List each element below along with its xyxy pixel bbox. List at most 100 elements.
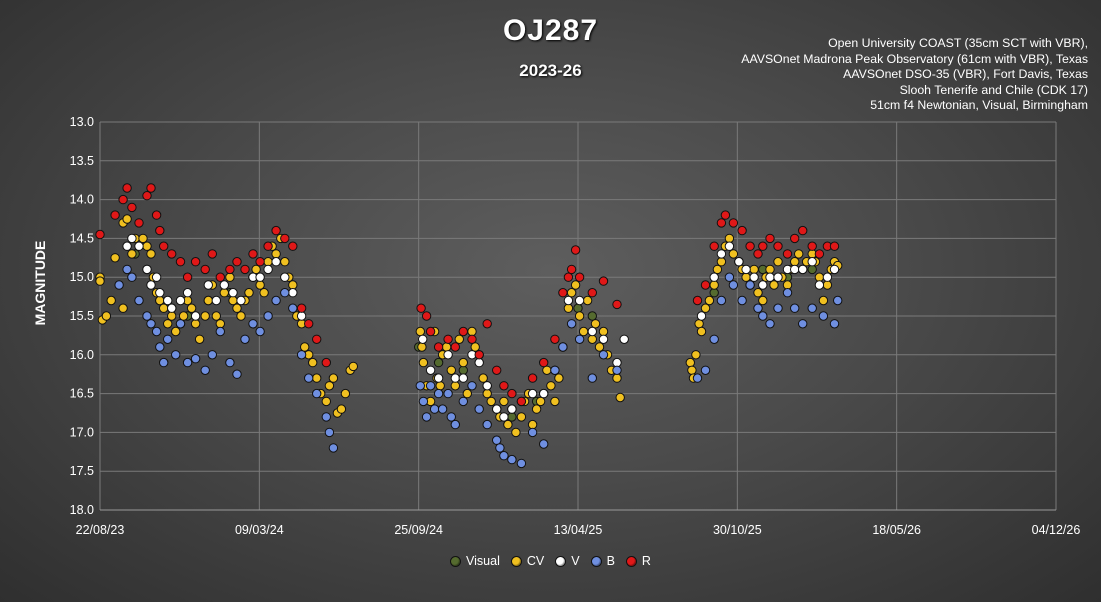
point-cv bbox=[288, 280, 298, 290]
point-r bbox=[175, 257, 186, 267]
point-cv bbox=[236, 311, 246, 321]
point-v bbox=[175, 295, 186, 306]
point-v bbox=[425, 365, 436, 375]
point-cv bbox=[587, 334, 597, 344]
point-v bbox=[716, 249, 727, 259]
y-tick-label: 15.5 bbox=[70, 309, 94, 323]
point-v bbox=[450, 373, 460, 383]
point-r bbox=[612, 299, 622, 310]
point-b bbox=[737, 295, 747, 306]
point-v bbox=[709, 272, 719, 282]
point-cv bbox=[482, 388, 492, 399]
point-cv bbox=[186, 303, 197, 313]
point-r bbox=[527, 373, 538, 383]
legend-label: V bbox=[571, 554, 580, 568]
point-b bbox=[134, 295, 144, 306]
x-tick-label: 18/05/26 bbox=[872, 523, 921, 537]
point-b bbox=[127, 272, 137, 282]
point-cv bbox=[563, 303, 574, 313]
point-cv bbox=[749, 264, 759, 275]
point-v bbox=[587, 326, 597, 337]
point-r bbox=[142, 191, 152, 201]
point-v bbox=[127, 233, 137, 244]
point-b bbox=[700, 365, 711, 375]
point-r bbox=[709, 241, 719, 251]
point-v bbox=[236, 295, 246, 306]
point-cv bbox=[765, 264, 775, 275]
point-r bbox=[304, 319, 314, 329]
point-cv bbox=[228, 295, 238, 306]
source-line: Slooh Tenerife and Chile (CDK 17) bbox=[899, 82, 1088, 97]
point-cv bbox=[259, 288, 269, 298]
series-r bbox=[95, 183, 840, 407]
point-r bbox=[232, 257, 242, 267]
point-visual bbox=[587, 311, 597, 321]
point-cv bbox=[499, 396, 509, 407]
point-cv bbox=[155, 295, 165, 306]
point-visual bbox=[507, 412, 517, 422]
point-b bbox=[709, 334, 719, 344]
point-cv bbox=[450, 381, 460, 391]
point-visual bbox=[433, 357, 444, 368]
point-v bbox=[418, 334, 428, 344]
point-visual bbox=[807, 264, 817, 275]
point-cv bbox=[95, 276, 105, 286]
point-v bbox=[527, 388, 538, 399]
point-b bbox=[271, 295, 281, 306]
point-b bbox=[574, 334, 585, 344]
point-cv bbox=[700, 303, 711, 313]
point-b bbox=[692, 373, 703, 383]
point-v bbox=[741, 264, 751, 275]
y-tick-label: 13.5 bbox=[70, 154, 94, 168]
point-r bbox=[745, 241, 755, 251]
point-cv bbox=[550, 396, 560, 407]
point-cv bbox=[142, 241, 152, 251]
point-cv bbox=[594, 342, 605, 352]
point-cv bbox=[118, 303, 128, 313]
point-b bbox=[507, 454, 517, 465]
point-cv bbox=[566, 288, 577, 298]
point-cv bbox=[478, 373, 488, 383]
y-tick-label: 15.0 bbox=[70, 270, 94, 284]
point-r bbox=[280, 233, 290, 244]
point-cv bbox=[542, 365, 552, 375]
point-cv bbox=[570, 280, 581, 290]
point-b bbox=[458, 396, 468, 407]
legend-marker bbox=[450, 555, 462, 567]
point-r bbox=[782, 249, 793, 259]
point-cv bbox=[782, 280, 793, 290]
point-cv bbox=[712, 264, 723, 275]
point-v bbox=[122, 241, 132, 251]
point-cv bbox=[348, 361, 358, 372]
point-cv bbox=[336, 404, 347, 414]
point-v bbox=[134, 241, 144, 251]
point-r bbox=[753, 249, 763, 259]
point-b bbox=[482, 419, 492, 430]
point-cv bbox=[215, 319, 226, 329]
point-b bbox=[163, 334, 173, 344]
point-cv bbox=[441, 342, 452, 352]
legend-item-v: V bbox=[555, 554, 580, 568]
point-v bbox=[263, 264, 273, 275]
point-cv bbox=[159, 303, 169, 313]
point-b bbox=[312, 388, 322, 399]
source-line: AAVSOnet Madrona Peak Observatory (61cm … bbox=[741, 51, 1088, 66]
point-cv bbox=[280, 257, 290, 267]
point-v bbox=[190, 311, 201, 321]
point-r bbox=[263, 241, 273, 251]
point-v bbox=[433, 373, 444, 383]
point-r bbox=[566, 264, 577, 275]
point-r bbox=[829, 241, 840, 251]
point-cv bbox=[818, 295, 829, 306]
point-r bbox=[728, 218, 739, 228]
point-visual bbox=[573, 303, 583, 313]
point-b bbox=[829, 319, 840, 329]
point-b bbox=[467, 381, 477, 391]
point-b bbox=[598, 350, 609, 360]
x-tick-label: 13/04/25 bbox=[554, 523, 603, 537]
legend-marker bbox=[625, 555, 637, 567]
point-b bbox=[539, 439, 549, 449]
y-tick-label: 18.0 bbox=[70, 503, 94, 517]
point-cv bbox=[741, 272, 751, 282]
